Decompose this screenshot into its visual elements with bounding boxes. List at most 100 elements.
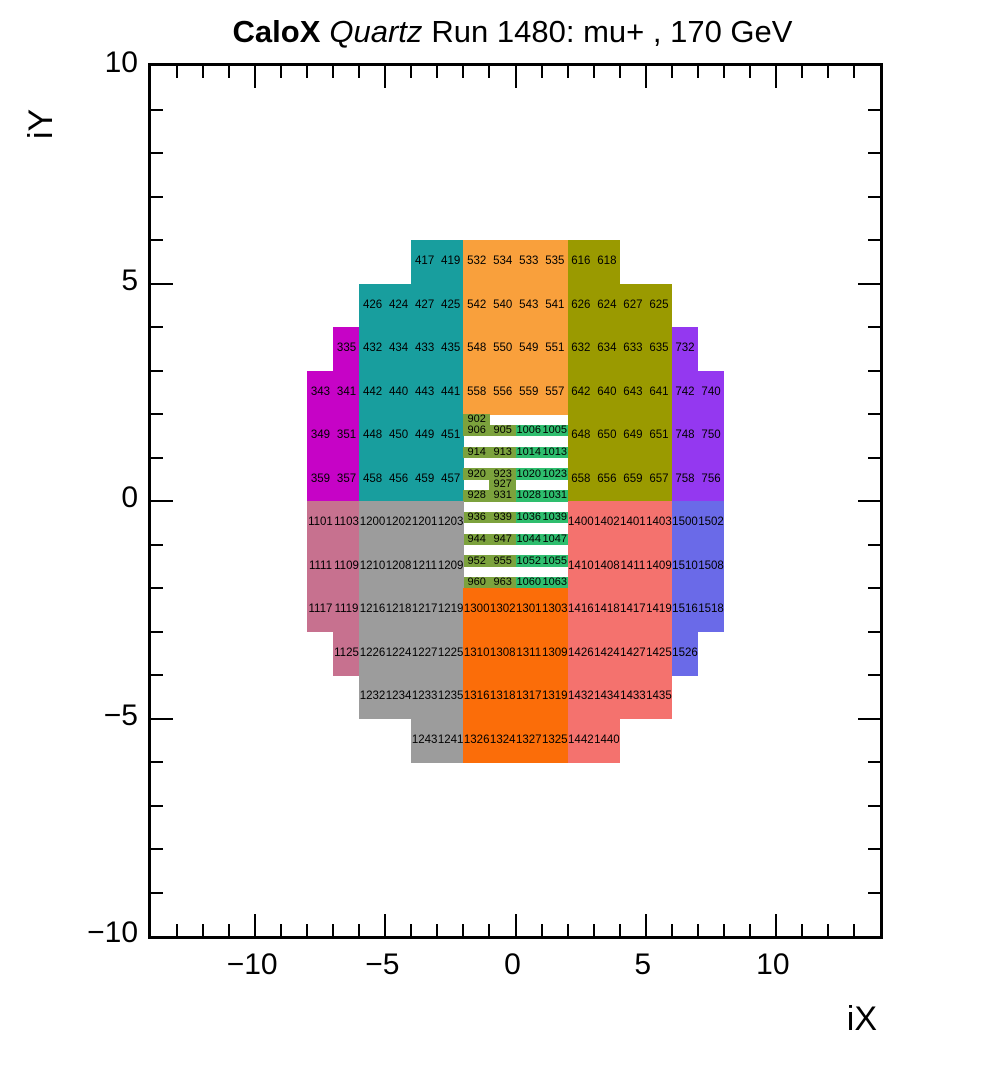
detector-cell-456: 456 bbox=[385, 457, 412, 502]
detector-cell-632: 632 bbox=[567, 327, 595, 371]
axis-tick bbox=[592, 924, 595, 936]
detector-cell-952: 952 bbox=[463, 555, 490, 567]
detector-cell-920: 920 bbox=[463, 468, 490, 480]
detector-cell-1200: 1200 bbox=[359, 501, 386, 545]
detector-cell-1302: 1302 bbox=[489, 588, 516, 632]
detector-cell-1210: 1210 bbox=[359, 544, 386, 589]
detector-cell-541: 541 bbox=[541, 283, 569, 328]
detector-cell-618: 618 bbox=[593, 240, 621, 284]
detector-cell-658: 658 bbox=[567, 457, 595, 502]
axis-tick bbox=[826, 924, 829, 936]
detector-cell-349: 349 bbox=[307, 414, 334, 458]
axis-tick bbox=[514, 66, 517, 88]
detector-cell-1401: 1401 bbox=[619, 501, 647, 545]
detector-cell-448: 448 bbox=[359, 414, 386, 458]
detector-cell-640: 640 bbox=[593, 370, 621, 415]
detector-cell-732: 732 bbox=[671, 327, 699, 371]
axis-tick bbox=[868, 195, 880, 198]
axis-tick bbox=[826, 66, 829, 78]
axis-tick bbox=[332, 66, 335, 78]
detector-cell-927: 927 bbox=[489, 479, 516, 491]
axis-tick bbox=[514, 914, 517, 936]
detector-cell-557: 557 bbox=[541, 370, 569, 415]
detector-cell-742: 742 bbox=[671, 370, 699, 415]
axis-tick bbox=[202, 924, 205, 936]
detector-cell-1409: 1409 bbox=[645, 544, 673, 589]
axis-tick bbox=[868, 587, 880, 589]
detector-cell-1435: 1435 bbox=[645, 675, 673, 719]
detector-cell-1516: 1516 bbox=[671, 588, 699, 632]
detector-cell-1403: 1403 bbox=[645, 501, 673, 545]
detector-cell-433: 433 bbox=[411, 327, 438, 371]
axis-tick bbox=[151, 413, 163, 415]
detector-cell-1014: 1014 bbox=[515, 445, 543, 458]
detector-cell-635: 635 bbox=[645, 327, 673, 371]
detector-cell-1518: 1518 bbox=[697, 588, 725, 632]
detector-cell-1502: 1502 bbox=[697, 501, 725, 545]
detector-cell-459: 459 bbox=[411, 457, 438, 502]
detector-cell-1510: 1510 bbox=[671, 544, 699, 589]
axis-tick bbox=[436, 924, 439, 936]
axis-tick bbox=[540, 924, 543, 936]
detector-cell-1418: 1418 bbox=[593, 588, 621, 632]
axis-tick bbox=[151, 369, 163, 372]
detector-cell-549: 549 bbox=[515, 327, 543, 371]
detector-cell-1424: 1424 bbox=[593, 631, 621, 676]
detector-cell-1309: 1309 bbox=[541, 631, 569, 676]
axis-tick bbox=[868, 543, 880, 546]
detector-cell-543: 543 bbox=[515, 283, 543, 328]
detector-cell-1310: 1310 bbox=[463, 631, 490, 676]
detector-cell-931: 931 bbox=[489, 490, 516, 502]
axis-tick bbox=[151, 108, 163, 111]
detector-cell-1500: 1500 bbox=[671, 501, 699, 545]
detector-cell-434: 434 bbox=[385, 327, 412, 371]
axis-tick bbox=[176, 66, 179, 78]
detector-cell-1055: 1055 bbox=[541, 554, 569, 567]
axis-tick bbox=[644, 914, 647, 936]
axis-tick bbox=[151, 587, 163, 589]
detector-cell-556: 556 bbox=[489, 370, 516, 415]
detector-cell-1209: 1209 bbox=[437, 544, 464, 589]
axis-tick bbox=[868, 761, 880, 763]
axis-tick bbox=[488, 924, 491, 936]
detector-cell-643: 643 bbox=[619, 370, 647, 415]
detector-cell-443: 443 bbox=[411, 370, 438, 415]
plot-title-experiment: CaloX bbox=[232, 14, 321, 49]
detector-cell-1224: 1224 bbox=[385, 631, 412, 676]
detector-cell-939: 939 bbox=[489, 511, 516, 524]
detector-cell-905: 905 bbox=[489, 424, 516, 437]
detector-cell-1044: 1044 bbox=[515, 532, 543, 545]
detector-cell-947: 947 bbox=[489, 533, 516, 545]
detector-cell-533: 533 bbox=[515, 240, 543, 284]
axis-tick bbox=[852, 66, 855, 78]
detector-cell-559: 559 bbox=[515, 370, 543, 415]
detector-cell-1211: 1211 bbox=[411, 544, 438, 589]
axis-tick bbox=[566, 924, 569, 936]
axis-tick bbox=[176, 924, 179, 936]
detector-cell-1060: 1060 bbox=[515, 576, 543, 589]
axis-tick bbox=[722, 924, 725, 936]
detector-cell-1316: 1316 bbox=[463, 675, 490, 719]
axis-tick bbox=[868, 848, 880, 850]
detector-cell-650: 650 bbox=[593, 414, 621, 458]
axis-tick bbox=[868, 891, 880, 894]
detector-cell-535: 535 bbox=[541, 240, 569, 284]
detector-cell-1427: 1427 bbox=[619, 631, 647, 676]
axis-tick bbox=[696, 924, 699, 936]
detector-cell-1318: 1318 bbox=[489, 675, 516, 719]
axis-tick bbox=[722, 66, 725, 78]
detector-cell-458: 458 bbox=[359, 457, 386, 502]
detector-cell-532: 532 bbox=[463, 240, 490, 284]
axis-tick bbox=[151, 804, 163, 807]
detector-cell-1203: 1203 bbox=[437, 501, 464, 545]
detector-cell-343: 343 bbox=[307, 370, 334, 415]
detector-cell-944: 944 bbox=[463, 533, 490, 545]
detector-cell-1327: 1327 bbox=[515, 718, 543, 763]
detector-cell-1218: 1218 bbox=[385, 588, 412, 632]
detector-cell-616: 616 bbox=[567, 240, 595, 284]
axis-tick bbox=[868, 630, 880, 633]
axis-tick bbox=[566, 66, 569, 78]
axis-tick bbox=[868, 674, 880, 676]
y-axis-tick-label: 0 bbox=[121, 481, 138, 514]
axis-tick bbox=[540, 66, 543, 78]
